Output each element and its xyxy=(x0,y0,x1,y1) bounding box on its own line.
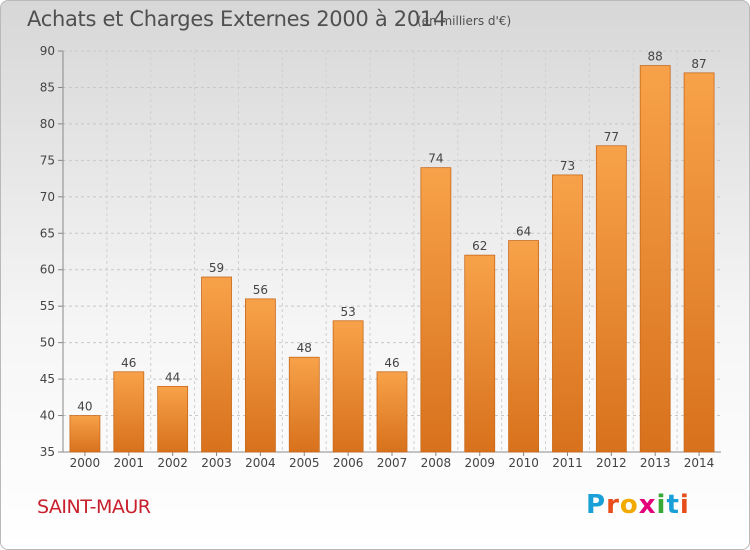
logo-letter: i xyxy=(656,490,667,520)
bars xyxy=(69,65,715,453)
logo-letter: t xyxy=(666,490,680,520)
bar xyxy=(376,371,408,453)
logo-letter: i xyxy=(679,490,690,520)
data-label: 62 xyxy=(472,239,487,253)
data-labels: 40 46 44 59 56 48 53 46 74 62 64 73 77 88 87 xyxy=(77,50,706,414)
data-label: 87 xyxy=(691,57,706,71)
data-label: 48 xyxy=(297,341,312,355)
x-tick-label: 2010 xyxy=(508,456,539,470)
x-tick-label: 2013 xyxy=(640,456,671,470)
y-tick-label: 85 xyxy=(40,80,55,94)
data-label: 40 xyxy=(77,400,92,414)
logo-letter: r xyxy=(606,490,620,520)
bar xyxy=(552,174,583,453)
logo-letter: x xyxy=(638,490,657,520)
bar xyxy=(201,276,232,453)
data-label: 59 xyxy=(209,261,224,275)
x-tick-label: 2008 xyxy=(421,456,452,470)
data-label: 46 xyxy=(121,356,136,370)
y-tick-label: 45 xyxy=(40,372,55,386)
bar xyxy=(683,72,715,453)
y-tick-label: 40 xyxy=(40,409,55,423)
bar xyxy=(288,356,320,453)
bar xyxy=(244,298,276,453)
y-tick-label: 80 xyxy=(40,117,55,131)
x-tick-label: 2012 xyxy=(596,456,627,470)
data-label: 74 xyxy=(428,152,443,166)
proxiti-logo[interactable]: Proxiti xyxy=(586,490,690,520)
logo-letter: P xyxy=(586,490,607,520)
bar xyxy=(69,415,101,453)
y-tick-label: 60 xyxy=(40,263,55,277)
logo-letter: o xyxy=(619,490,639,520)
bar xyxy=(639,65,671,453)
data-label: 46 xyxy=(384,356,399,370)
x-tick-label: 2014 xyxy=(684,456,715,470)
y-tick-label: 90 xyxy=(40,44,55,58)
bar xyxy=(508,240,540,453)
y-tick-label: 75 xyxy=(40,153,55,167)
y-tick-label: 55 xyxy=(40,299,55,313)
x-tick-label: 2011 xyxy=(552,456,583,470)
x-tick-label: 2004 xyxy=(245,456,276,470)
x-tick-label: 2000 xyxy=(70,456,101,470)
bar xyxy=(113,371,145,453)
x-tick-label: 2001 xyxy=(114,456,145,470)
x-tick-label: 2009 xyxy=(464,456,495,470)
data-label: 53 xyxy=(340,305,355,319)
data-label: 88 xyxy=(648,50,663,64)
y-tick-label: 70 xyxy=(40,190,55,204)
y-tick-label: 65 xyxy=(40,226,55,240)
y-tick-label: 35 xyxy=(40,445,55,459)
bar xyxy=(420,167,452,453)
data-label: 73 xyxy=(560,159,575,173)
chart-subtitle: (en milliers d'€) xyxy=(417,14,512,28)
x-tick-label: 2002 xyxy=(157,456,188,470)
x-tick-label: 2007 xyxy=(377,456,408,470)
y-tick-label: 50 xyxy=(40,336,55,350)
chart-title: Achats et Charges Externes 2000 à 2014 xyxy=(27,7,447,31)
x-tick-label: 2006 xyxy=(333,456,364,470)
data-label: 77 xyxy=(604,130,619,144)
bar xyxy=(157,385,189,453)
bar xyxy=(464,254,496,453)
data-label: 64 xyxy=(516,225,531,239)
x-tick-label: 2003 xyxy=(201,456,232,470)
bar xyxy=(332,320,364,453)
x-tick-label: 2005 xyxy=(289,456,320,470)
data-label: 44 xyxy=(165,370,180,384)
bar xyxy=(595,145,627,453)
data-label: 56 xyxy=(253,283,268,297)
city-name: SAINT-MAUR xyxy=(37,496,151,518)
axes: 35 40 45 50 55 60 65 70 75 80 85 90 2000 2001 2002 2003… xyxy=(40,44,721,470)
